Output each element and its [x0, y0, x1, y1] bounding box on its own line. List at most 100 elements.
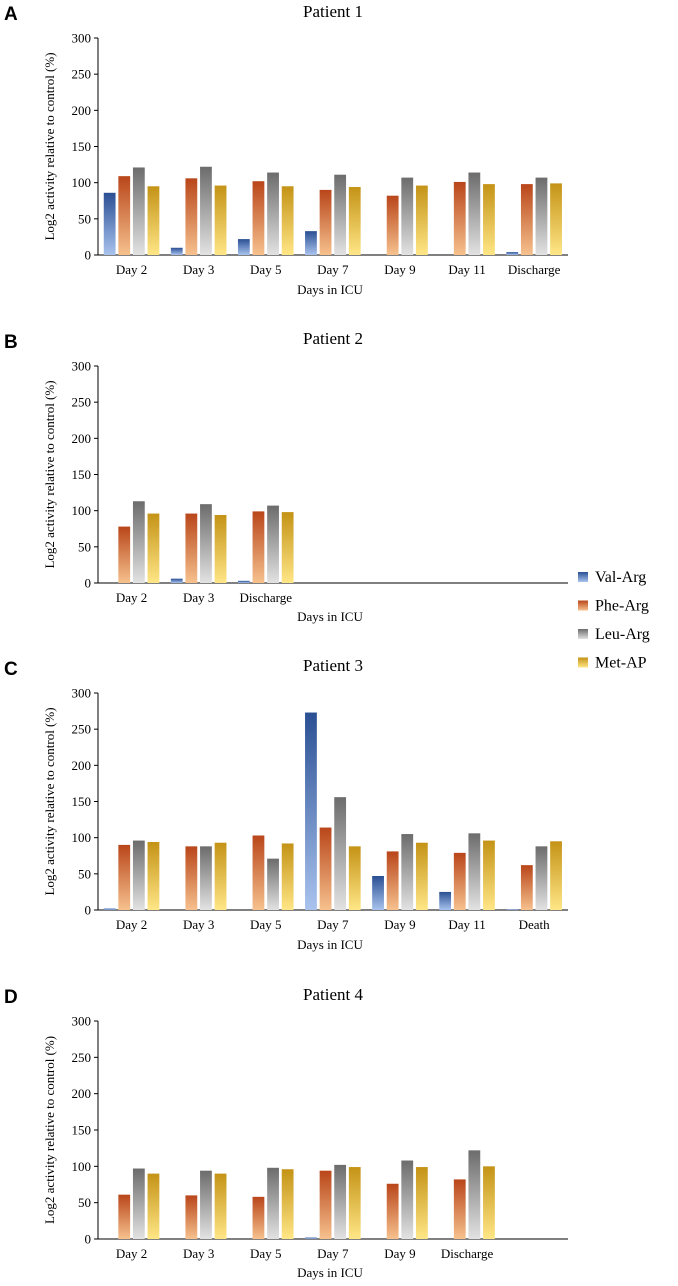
panel-c-y-tick-label: 250	[72, 722, 92, 737]
panel-c-bar-met-ap-day-2	[147, 842, 160, 910]
legend-swatch-met-ap	[578, 657, 588, 668]
panel-b-y-tick-label: 50	[78, 539, 91, 554]
panel-b-x-tick-label-day-2: Day 2	[116, 590, 147, 605]
panel-d-y-tick-label: 150	[72, 1123, 92, 1138]
panel-a: A Patient 1 0 50 100 150 200 250 300 Log2 activit…	[4, 2, 568, 297]
panel-c-bar-met-ap-day-7	[348, 846, 361, 910]
panel-b-bar-leu-arg-day-3	[200, 504, 212, 583]
panel-c-bar-met-ap-day-3	[214, 842, 227, 910]
legend-label-leu-arg: Leu-Arg	[595, 626, 650, 643]
panel-a-bar-val-arg-discharge	[506, 252, 519, 255]
panel-c-bar-leu-arg-day-9	[401, 834, 414, 910]
panel-c-x-tick-label-day-11: Day 11	[448, 917, 485, 932]
panel-c-bar-phe-arg-death	[520, 865, 533, 910]
legend-label-met-ap: Met-AP	[595, 655, 647, 672]
panel-c-bar-leu-arg-day-2	[132, 840, 145, 910]
panel-c-bar-phe-arg-day-2	[118, 844, 131, 910]
panel-c-y-tick-label: 150	[72, 794, 92, 809]
panel-d-bar-met-ap-day-3	[214, 1173, 227, 1239]
panel-a-x-axis-title: Days in ICU	[297, 282, 363, 297]
panel-d-bar-phe-arg-day-2	[118, 1194, 131, 1239]
panel-a-y-tick-label: 150	[72, 139, 92, 154]
panel-d-y-tick-label: 300	[72, 1014, 92, 1029]
panel-d-x-axis-title: Days in ICU	[297, 1265, 363, 1280]
panel-c-bar-phe-arg-day-3	[185, 846, 198, 910]
panel-a-bar-leu-arg-day-3	[200, 166, 212, 255]
panel-a-y-tick-label: 50	[78, 211, 91, 226]
panel-a-y-tick-label: 100	[72, 175, 92, 190]
panel-d-y-tick-label: 50	[78, 1195, 91, 1210]
panel-d-bar-val-arg-day-7	[305, 1237, 317, 1239]
panel-a-bar-met-ap-day-2	[147, 186, 160, 255]
panel-d-bar-leu-arg-day-7	[334, 1164, 347, 1239]
panel-a-x-tick-label-day-7: Day 7	[317, 262, 349, 277]
panel-b-bar-met-ap-discharge	[281, 512, 294, 583]
panel-d-x-tick-label-day-7: Day 7	[317, 1246, 349, 1261]
panel-b-y-tick-label: 0	[85, 576, 92, 591]
panel-c-bar-leu-arg-day-11	[468, 833, 481, 910]
panel-c-bar-val-arg-day-11	[439, 891, 452, 910]
panel-a-letter: A	[4, 4, 18, 25]
panel-a-x-tick-label-day-9: Day 9	[384, 262, 415, 277]
panel-c-bar-phe-arg-day-5	[252, 835, 265, 910]
panel-a-bar-phe-arg-day-2	[118, 176, 131, 255]
panel-b-x-axis-title: Days in ICU	[297, 609, 363, 624]
panel-b-y-tick-label: 150	[72, 467, 92, 482]
panel-b-bar-val-arg-discharge	[237, 580, 250, 583]
panel-c-bar-met-ap-day-11	[483, 840, 495, 910]
panel-a-y-tick-label: 250	[72, 67, 92, 82]
legend-swatch-val-arg	[578, 572, 588, 582]
panel-d-bar-phe-arg-day-5	[252, 1196, 265, 1239]
legend: Val-Arg Phe-Arg Leu-Arg Met-AP	[578, 569, 650, 672]
panel-a-bar-phe-arg-day-9	[386, 195, 399, 255]
panel-d-y-tick-label: 100	[72, 1159, 92, 1174]
panel-d-bar-leu-arg-day-2	[132, 1168, 145, 1239]
panel-a-y-tick-label: 300	[72, 31, 92, 46]
panel-c-bar-leu-arg-day-7	[334, 797, 347, 910]
panel-c-y-axis-title: Log2 activity relative to control (%)	[42, 707, 57, 895]
panel-a-x-tick-label-discharge: Discharge	[508, 262, 561, 277]
panel-a-title: Patient 1	[303, 2, 363, 21]
panel-a-y-tick-label: 0	[85, 248, 92, 263]
panel-a-bar-met-ap-day-7	[348, 187, 361, 255]
panel-b-y-axis-title: Log2 activity relative to control (%)	[42, 380, 57, 568]
panel-c-y-tick-label: 0	[85, 903, 92, 918]
panel-a-bar-val-arg-day-2	[103, 192, 116, 255]
panel-c-x-tick-label-death: Death	[519, 917, 551, 932]
panel-d-x-tick-label-day-2: Day 2	[116, 1246, 147, 1261]
panel-d: D Patient 4 0 50 100 150 200 250 300 Log2 activit…	[4, 985, 568, 1280]
panel-a-bar-met-ap-day-3	[214, 185, 227, 255]
panel-a-x-tick-label-day-2: Day 2	[116, 262, 147, 277]
panel-a-bar-phe-arg-day-7	[319, 189, 332, 255]
panel-c-bar-met-ap-day-5	[281, 843, 294, 910]
panel-a-bar-val-arg-day-5	[237, 239, 250, 255]
panel-c-bar-val-arg-day-9	[372, 876, 384, 910]
panel-b-bar-leu-arg-discharge	[267, 505, 279, 583]
panel-d-y-axis-title: Log2 activity relative to control (%)	[42, 1036, 57, 1224]
panel-d-y-tick-label: 0	[85, 1232, 92, 1247]
panel-c-letter: C	[4, 659, 18, 680]
panel-b-bar-met-ap-day-3	[214, 515, 227, 583]
panel-d-bar-leu-arg-discharge	[468, 1150, 481, 1239]
panel-a-bar-met-ap-day-9	[415, 185, 428, 255]
panel-b-bar-phe-arg-discharge	[252, 511, 265, 583]
panel-c-y-tick-label: 100	[72, 830, 92, 845]
panel-c-y-tick-label: 50	[78, 866, 91, 881]
panel-d-bar-met-ap-day-7	[348, 1167, 361, 1239]
panel-d-bar-met-ap-day-5	[281, 1169, 294, 1239]
panel-a-bar-val-arg-day-3	[170, 247, 183, 255]
panel-b-bar-met-ap-day-2	[147, 513, 160, 583]
panel-a-x-tick-label-day-5: Day 5	[250, 262, 281, 277]
panel-c-x-tick-label-day-7: Day 7	[317, 917, 349, 932]
panel-d-bar-phe-arg-discharge	[453, 1179, 466, 1239]
panel-d-bar-phe-arg-day-9	[386, 1183, 399, 1239]
panel-a-bar-leu-arg-day-2	[132, 167, 145, 255]
panel-a-bar-met-ap-day-11	[483, 184, 495, 255]
panel-a-bar-phe-arg-day-5	[252, 181, 265, 255]
panel-b-bar-phe-arg-day-2	[118, 526, 131, 583]
panel-c-bar-phe-arg-day-9	[386, 851, 399, 910]
panel-c-bar-val-arg-day-2	[103, 908, 116, 910]
legend-label-phe-arg: Phe-Arg	[595, 598, 649, 615]
